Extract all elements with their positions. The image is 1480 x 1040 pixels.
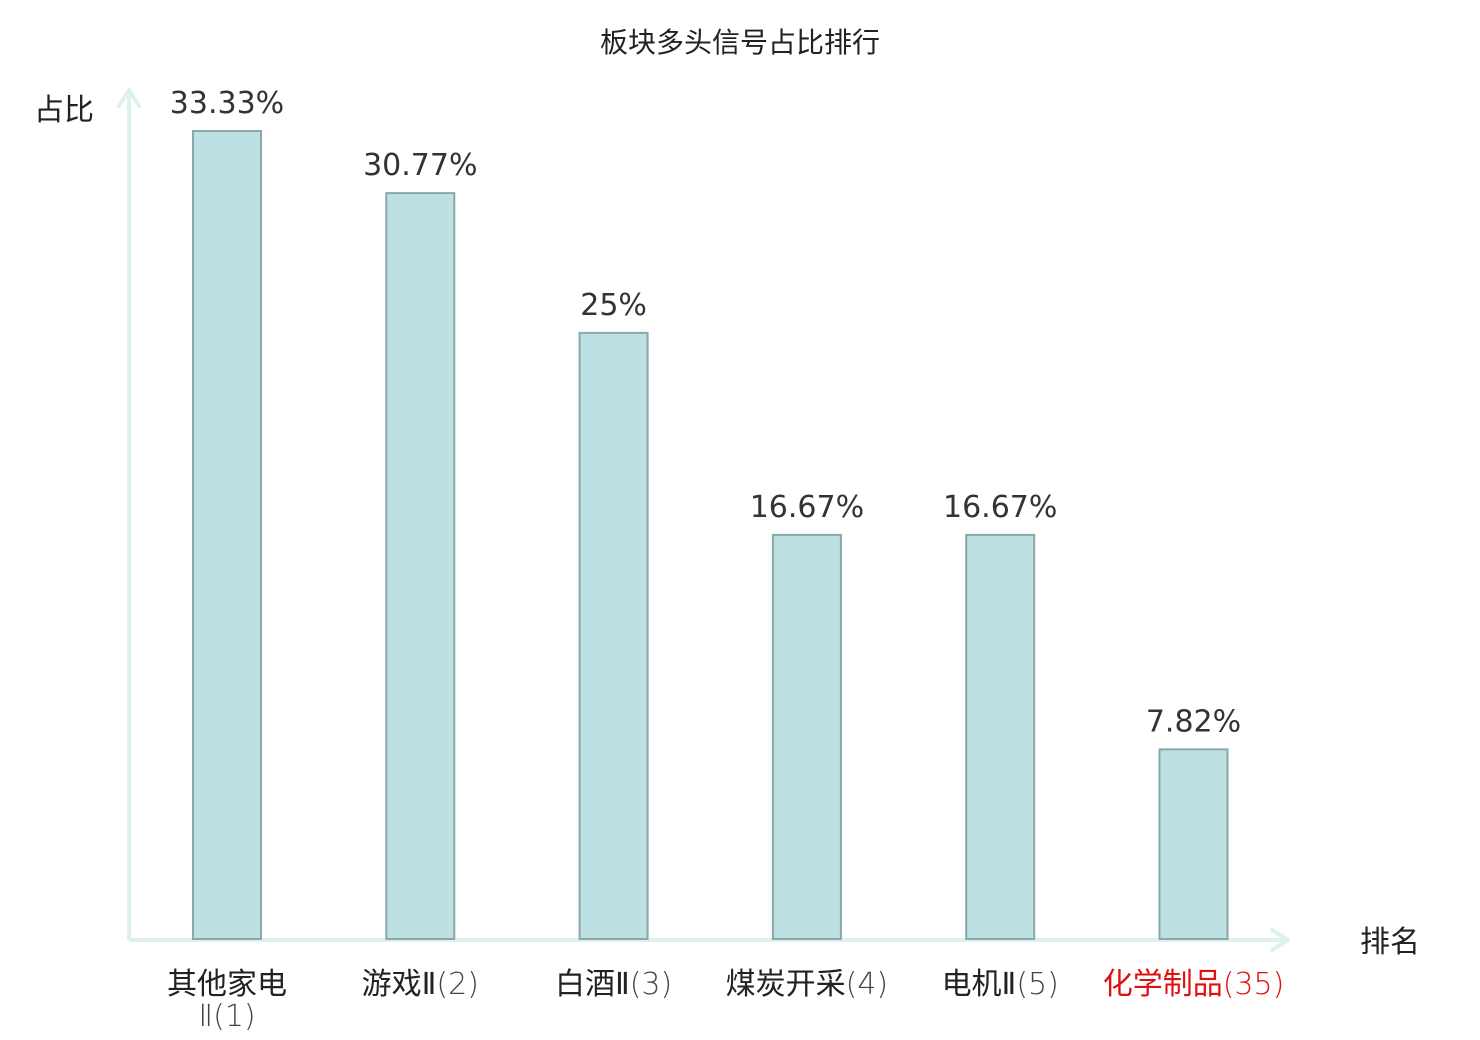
category-labels: 其他家电 Ⅱ(1) 游戏Ⅱ(2) 白酒Ⅱ(3) 煤炭开采(4) 电机Ⅱ(5) 化学制品(35… bbox=[167, 967, 1284, 1034]
data-label: 16.67% bbox=[943, 490, 1057, 525]
y-axis-label: 占比 bbox=[34, 93, 94, 128]
category-tick-label: 电机Ⅱ(5) bbox=[942, 967, 1059, 1002]
chart-title: 板块多头信号占比排行 bbox=[600, 26, 880, 59]
bar bbox=[578, 331, 649, 940]
bar bbox=[1158, 748, 1229, 941]
y-axis-arrow-icon bbox=[117, 88, 141, 108]
category-tick-label: 白酒Ⅱ(3) bbox=[555, 967, 672, 1002]
axes bbox=[117, 88, 1290, 952]
x-axis-arrow-icon bbox=[1270, 928, 1290, 952]
category-tick-label: 煤炭开采(4) bbox=[726, 967, 889, 1002]
category-tick-label: 其他家电 Ⅱ(1) bbox=[167, 967, 287, 1034]
bar bbox=[965, 533, 1036, 941]
category-tick-label: 游戏Ⅱ(2) bbox=[362, 967, 479, 1002]
category-tick-label: 化学制品(35) bbox=[1103, 967, 1285, 1002]
value-labels: 33.33% 30.77% 25% 16.67% 16.67% 7.82% bbox=[170, 86, 1241, 739]
data-label: 16.67% bbox=[750, 490, 864, 525]
bar bbox=[385, 192, 456, 941]
data-label: 30.77% bbox=[363, 148, 477, 183]
data-label: 33.33% bbox=[170, 86, 284, 121]
bars bbox=[192, 130, 1229, 941]
bar bbox=[192, 130, 262, 940]
bar bbox=[771, 533, 842, 941]
data-label: 25% bbox=[580, 288, 647, 323]
data-label: 7.82% bbox=[1146, 704, 1241, 739]
x-axis-label: 排名 bbox=[1360, 925, 1420, 960]
